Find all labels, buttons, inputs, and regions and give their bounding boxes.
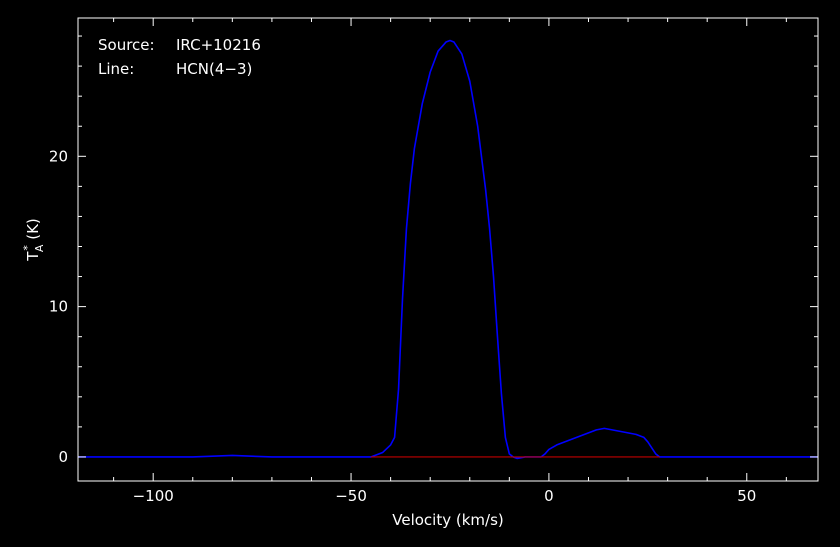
y-axis-label-superscript: * — [21, 245, 34, 251]
plot-frame — [77, 17, 819, 482]
ticks-layer: −100 −50 0 50 0 10 20 — [49, 18, 818, 505]
annotation-line-key: Line: — [98, 60, 134, 78]
x-axis-label: Velocity (km/s) — [392, 511, 503, 529]
x-tick-label: 50 — [737, 487, 756, 505]
spectrum-line — [78, 39, 818, 460]
x-tick-label: −100 — [133, 487, 174, 505]
y-tick-label: 0 — [58, 448, 68, 466]
y-axis-label-subscript: A — [33, 244, 46, 252]
y-axis-label: T*A (K) — [21, 218, 46, 262]
x-tick-label: −50 — [335, 487, 367, 505]
y-tick-label: 20 — [49, 147, 68, 165]
y-axis-label-base: T — [24, 251, 42, 262]
series-layer — [78, 39, 818, 460]
annotation-source-key: Source: — [98, 36, 155, 54]
y-tick-label: 10 — [49, 298, 68, 316]
annotation-line-value: HCN(4−3) — [176, 60, 252, 78]
x-tick-label: 0 — [544, 487, 554, 505]
annotation-source-value: IRC+10216 — [176, 36, 261, 54]
y-axis-label-unit: (K) — [24, 218, 42, 244]
